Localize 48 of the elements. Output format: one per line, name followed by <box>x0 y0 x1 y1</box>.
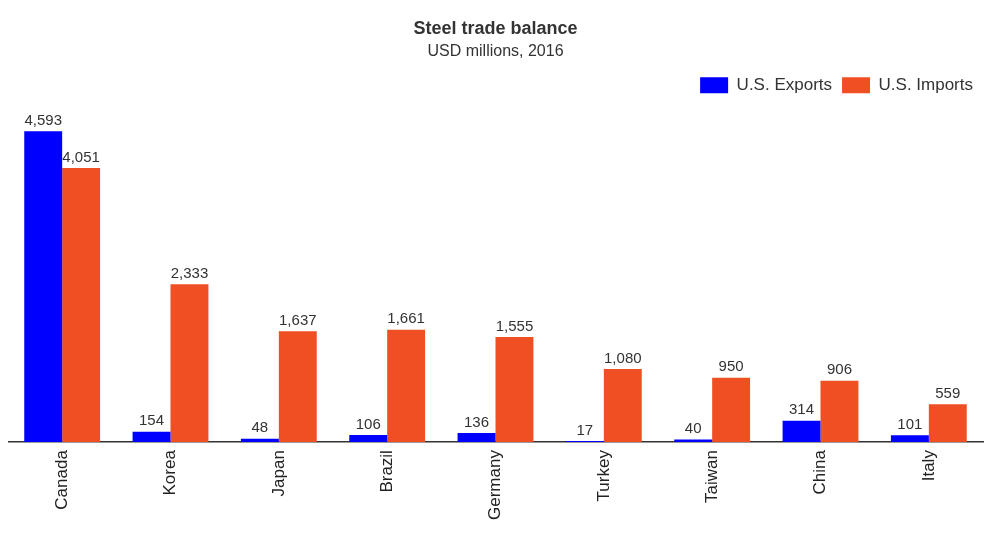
bar <box>928 404 967 443</box>
bar <box>132 431 171 443</box>
data-label: 1,637 <box>279 310 317 328</box>
data-label: 1,555 <box>495 316 534 334</box>
data-label: 559 <box>935 383 961 401</box>
bar <box>349 434 388 443</box>
bar <box>674 439 713 443</box>
data-label: 4,051 <box>62 147 100 165</box>
bar <box>712 377 751 443</box>
bar <box>782 420 821 443</box>
data-label: 314 <box>789 400 815 418</box>
bar <box>278 331 317 443</box>
x-tick-label: Japan <box>268 450 288 497</box>
x-tick-label: Germany <box>485 449 505 521</box>
bar <box>603 369 642 443</box>
data-label: 136 <box>464 412 490 430</box>
data-label: 154 <box>139 411 165 429</box>
bar <box>387 329 426 443</box>
data-label: 1,080 <box>604 348 642 366</box>
bar <box>62 168 101 443</box>
data-label: 906 <box>826 360 852 378</box>
data-label: 101 <box>897 414 923 432</box>
bar <box>24 131 63 443</box>
bar <box>820 380 859 443</box>
x-tick-label: Canada <box>51 449 71 510</box>
x-tick-label: Turkey <box>593 449 613 502</box>
data-label: 2,333 <box>170 263 209 281</box>
data-label: 1,661 <box>387 309 425 327</box>
data-label: 106 <box>355 414 381 432</box>
x-tick-label: Taiwan <box>701 450 721 504</box>
legend-label: U.S. Imports <box>878 74 974 94</box>
bar <box>495 336 534 443</box>
chart-subtitle: USD millions, 2016 <box>427 41 564 59</box>
bar <box>170 284 209 443</box>
data-label: 950 <box>718 357 744 375</box>
bar <box>457 432 496 443</box>
legend-label: U.S. Exports <box>736 74 833 94</box>
x-tick-label: Brazil <box>376 450 396 493</box>
bar <box>240 438 279 443</box>
x-tick-label: Korea <box>160 449 180 496</box>
bar <box>890 435 929 443</box>
data-label: 4,593 <box>24 110 62 128</box>
data-label: 48 <box>251 418 269 436</box>
data-label: 40 <box>684 419 702 437</box>
x-tick-label: Italy <box>918 449 938 482</box>
x-tick-label: China <box>810 449 830 495</box>
data-label: 17 <box>576 420 594 438</box>
chart-title: Steel trade balance <box>413 17 578 38</box>
